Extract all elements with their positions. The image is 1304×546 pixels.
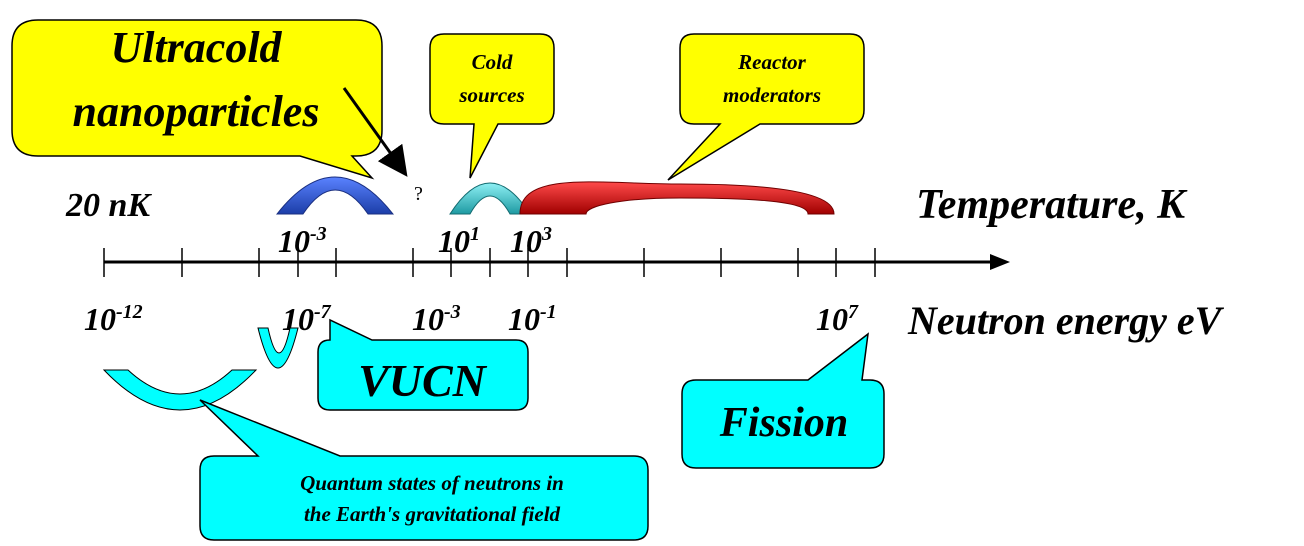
- ultracold-callout: Ultracold nanoparticles: [11, 19, 383, 180]
- temperature-start-label: 20 nK: [65, 187, 152, 224]
- ultracold-line-1: Ultracold: [110, 23, 282, 72]
- question-mark: ?: [414, 183, 423, 205]
- cold-sources-callout: Cold sources: [429, 33, 555, 179]
- cold-sources-line-1: Cold: [472, 50, 513, 74]
- vucn-callout: VUCN: [317, 318, 529, 411]
- quantum-states-arc: [102, 369, 258, 411]
- energy-tick-label-5: 107: [816, 301, 859, 337]
- energy-axis-title: Neutron energy eV: [907, 298, 1225, 343]
- reactor-line-1: Reactor: [737, 50, 806, 74]
- cold-source-arc: [449, 182, 531, 215]
- temperature-axis-title: Temperature, K: [916, 182, 1188, 228]
- quantum-line-1: Quantum states of neutrons in: [300, 471, 564, 495]
- axis-ticks: [103, 248, 876, 277]
- reactor-callout-shape: [667, 33, 865, 181]
- ultracold-pointer-arrow: [342, 87, 408, 177]
- quantum-callout-shape: [199, 399, 649, 541]
- energy-tick-label-4: 10-1: [508, 301, 557, 337]
- fission-label: Fission: [719, 400, 848, 446]
- fission-callout-shape: [681, 332, 885, 469]
- fission-callout: Fission: [681, 332, 885, 469]
- temp-tick-label-1: 10-3: [278, 223, 327, 259]
- ultracold-line-2: nanoparticles: [73, 87, 320, 136]
- axis-arrowhead: [990, 254, 1010, 270]
- reactor-line-2: moderators: [723, 83, 821, 107]
- vucn-label: VUCN: [358, 355, 488, 406]
- energy-tick-label-1: 10-12: [84, 301, 143, 337]
- ultracold-arc: [275, 176, 395, 215]
- temp-tick-label-2: 101: [438, 223, 480, 259]
- reactor-arc: [519, 181, 835, 215]
- quantum-line-2: the Earth's gravitational field: [304, 502, 561, 526]
- cold-sources-callout-shape: [429, 33, 555, 179]
- temp-tick-label-3: 103: [510, 223, 552, 259]
- energy-tick-label-2: 10-7: [282, 301, 332, 337]
- energy-tick-label-3: 10-3: [412, 301, 461, 337]
- vucn-arc: [257, 327, 299, 369]
- cold-sources-line-2: sources: [458, 83, 524, 107]
- quantum-states-callout: Quantum states of neutrons in the Earth'…: [199, 399, 649, 541]
- reactor-moderators-callout: Reactor moderators: [667, 33, 865, 181]
- vucn-callout-shape: [317, 318, 529, 411]
- ultracold-callout-shape: [11, 19, 383, 180]
